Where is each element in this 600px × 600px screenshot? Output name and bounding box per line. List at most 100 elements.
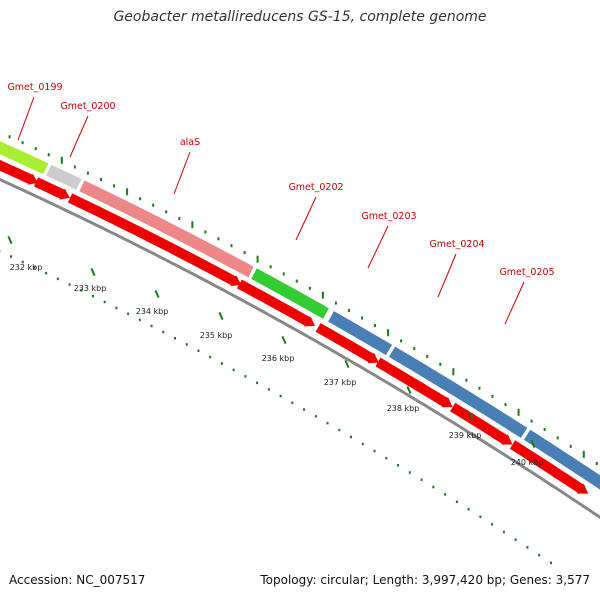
dot-mark [243, 251, 246, 255]
dot-mark [139, 197, 142, 201]
feature-band-Gmet_0204 [388, 346, 528, 438]
dot-mark [465, 378, 468, 382]
dot-mark [150, 324, 153, 328]
dot-mark [373, 449, 376, 453]
dot-mark [308, 286, 311, 290]
backbone-line [0, 177, 600, 520]
leader-line [504, 281, 525, 325]
dot-mark [191, 221, 194, 229]
leader-line [17, 96, 35, 141]
dot-mark [282, 272, 285, 276]
dot-mark [230, 244, 233, 248]
feature-band-Gmet_0205 [523, 429, 600, 490]
feature-band-alaS [79, 180, 254, 278]
dot-mark [538, 553, 541, 557]
dot-mark [444, 493, 447, 496]
dot-mark [256, 255, 259, 263]
cds-arrow-head [441, 396, 453, 408]
dot-mark [514, 538, 517, 541]
dot-mark [91, 294, 94, 298]
tick-mark [218, 311, 224, 321]
tick-mark [281, 335, 287, 345]
dot-mark [595, 461, 598, 465]
dot-mark [491, 394, 494, 398]
dot-mark [115, 306, 118, 310]
tick-label: 232 kbp [10, 263, 43, 272]
leader-line [173, 151, 191, 195]
cds-arrow [67, 193, 238, 287]
dot-mark [197, 349, 200, 352]
dot-mark [361, 442, 364, 446]
tick-label: 238 kbp [387, 404, 420, 413]
dot-mark [21, 260, 24, 264]
dot-mark [73, 165, 76, 169]
dot-mark [491, 523, 494, 526]
dot-mark [295, 279, 298, 283]
dot-mark [314, 415, 317, 418]
dot-mark [204, 230, 207, 234]
dot-mark [517, 408, 520, 416]
dot-mark [60, 156, 63, 164]
dot-mark [256, 381, 259, 385]
dot-mark [408, 471, 411, 474]
dot-mark [374, 324, 377, 328]
dot-mark [10, 255, 13, 258]
dot-mark [47, 153, 50, 157]
cds-arrow [0, 159, 35, 185]
cds-arrow [236, 279, 312, 327]
dot-mark [549, 561, 552, 565]
tick-label: 239 kbp [449, 431, 482, 440]
tick-label: 240 kbp [511, 458, 544, 467]
cds-arrow-head [230, 275, 242, 286]
dot-mark [439, 362, 442, 366]
feature-band-Gmet_0200 [46, 164, 82, 190]
tick-label: 235 kbp [200, 331, 233, 340]
tick-mark [7, 235, 13, 245]
dot-mark [244, 375, 247, 378]
genome-summary-text: Topology: circular; Length: 3,997,420 bp… [260, 573, 590, 587]
dot-mark [432, 485, 435, 489]
dot-mark [387, 329, 390, 337]
tick-label: 236 kbp [262, 354, 295, 363]
tick-mark [530, 439, 536, 449]
tick-label: 234 kbp [136, 307, 169, 316]
gene-label-alaS: alaS [180, 137, 200, 148]
leader-line [437, 253, 457, 298]
cds-arrow [315, 323, 376, 364]
dot-mark [165, 210, 168, 214]
cds-arrow [375, 357, 450, 408]
dot-mark [80, 289, 83, 292]
dot-mark [267, 388, 270, 391]
tick-mark [344, 359, 350, 369]
dot-mark [452, 368, 455, 376]
dot-mark [479, 515, 482, 519]
dot-mark [8, 135, 11, 139]
dot-mark [138, 318, 141, 322]
dot-mark [303, 408, 306, 411]
outer-dotted-ring [8, 135, 598, 465]
dot-mark [185, 343, 188, 346]
dot-mark [502, 530, 505, 534]
dot-mark [86, 171, 89, 175]
tick-label: 237 kbp [324, 378, 357, 387]
feature-band-Gmet_0199 [0, 141, 49, 175]
dot-mark [126, 188, 129, 196]
dot-mark [217, 237, 220, 241]
dot-mark [478, 386, 481, 390]
dot-mark [21, 141, 24, 145]
dot-mark [338, 428, 341, 432]
feature-bands [0, 141, 600, 490]
feature-band-Gmet_0203 [328, 311, 393, 356]
dot-mark [582, 450, 585, 458]
dot-mark [413, 347, 416, 351]
gene-labels: Gmet_0199 Gmet_0200 alaS Gmet_0202 Gmet_0203… [7, 82, 555, 325]
cds-arrow-head [27, 173, 39, 185]
dot-mark [56, 277, 59, 281]
gene-label-Gmet_0203: Gmet_0203 [361, 211, 416, 222]
dot-mark [220, 362, 223, 365]
dot-mark [33, 266, 36, 269]
dot-mark [127, 312, 130, 316]
dot-mark [420, 478, 423, 481]
backbone-ring [0, 177, 600, 520]
